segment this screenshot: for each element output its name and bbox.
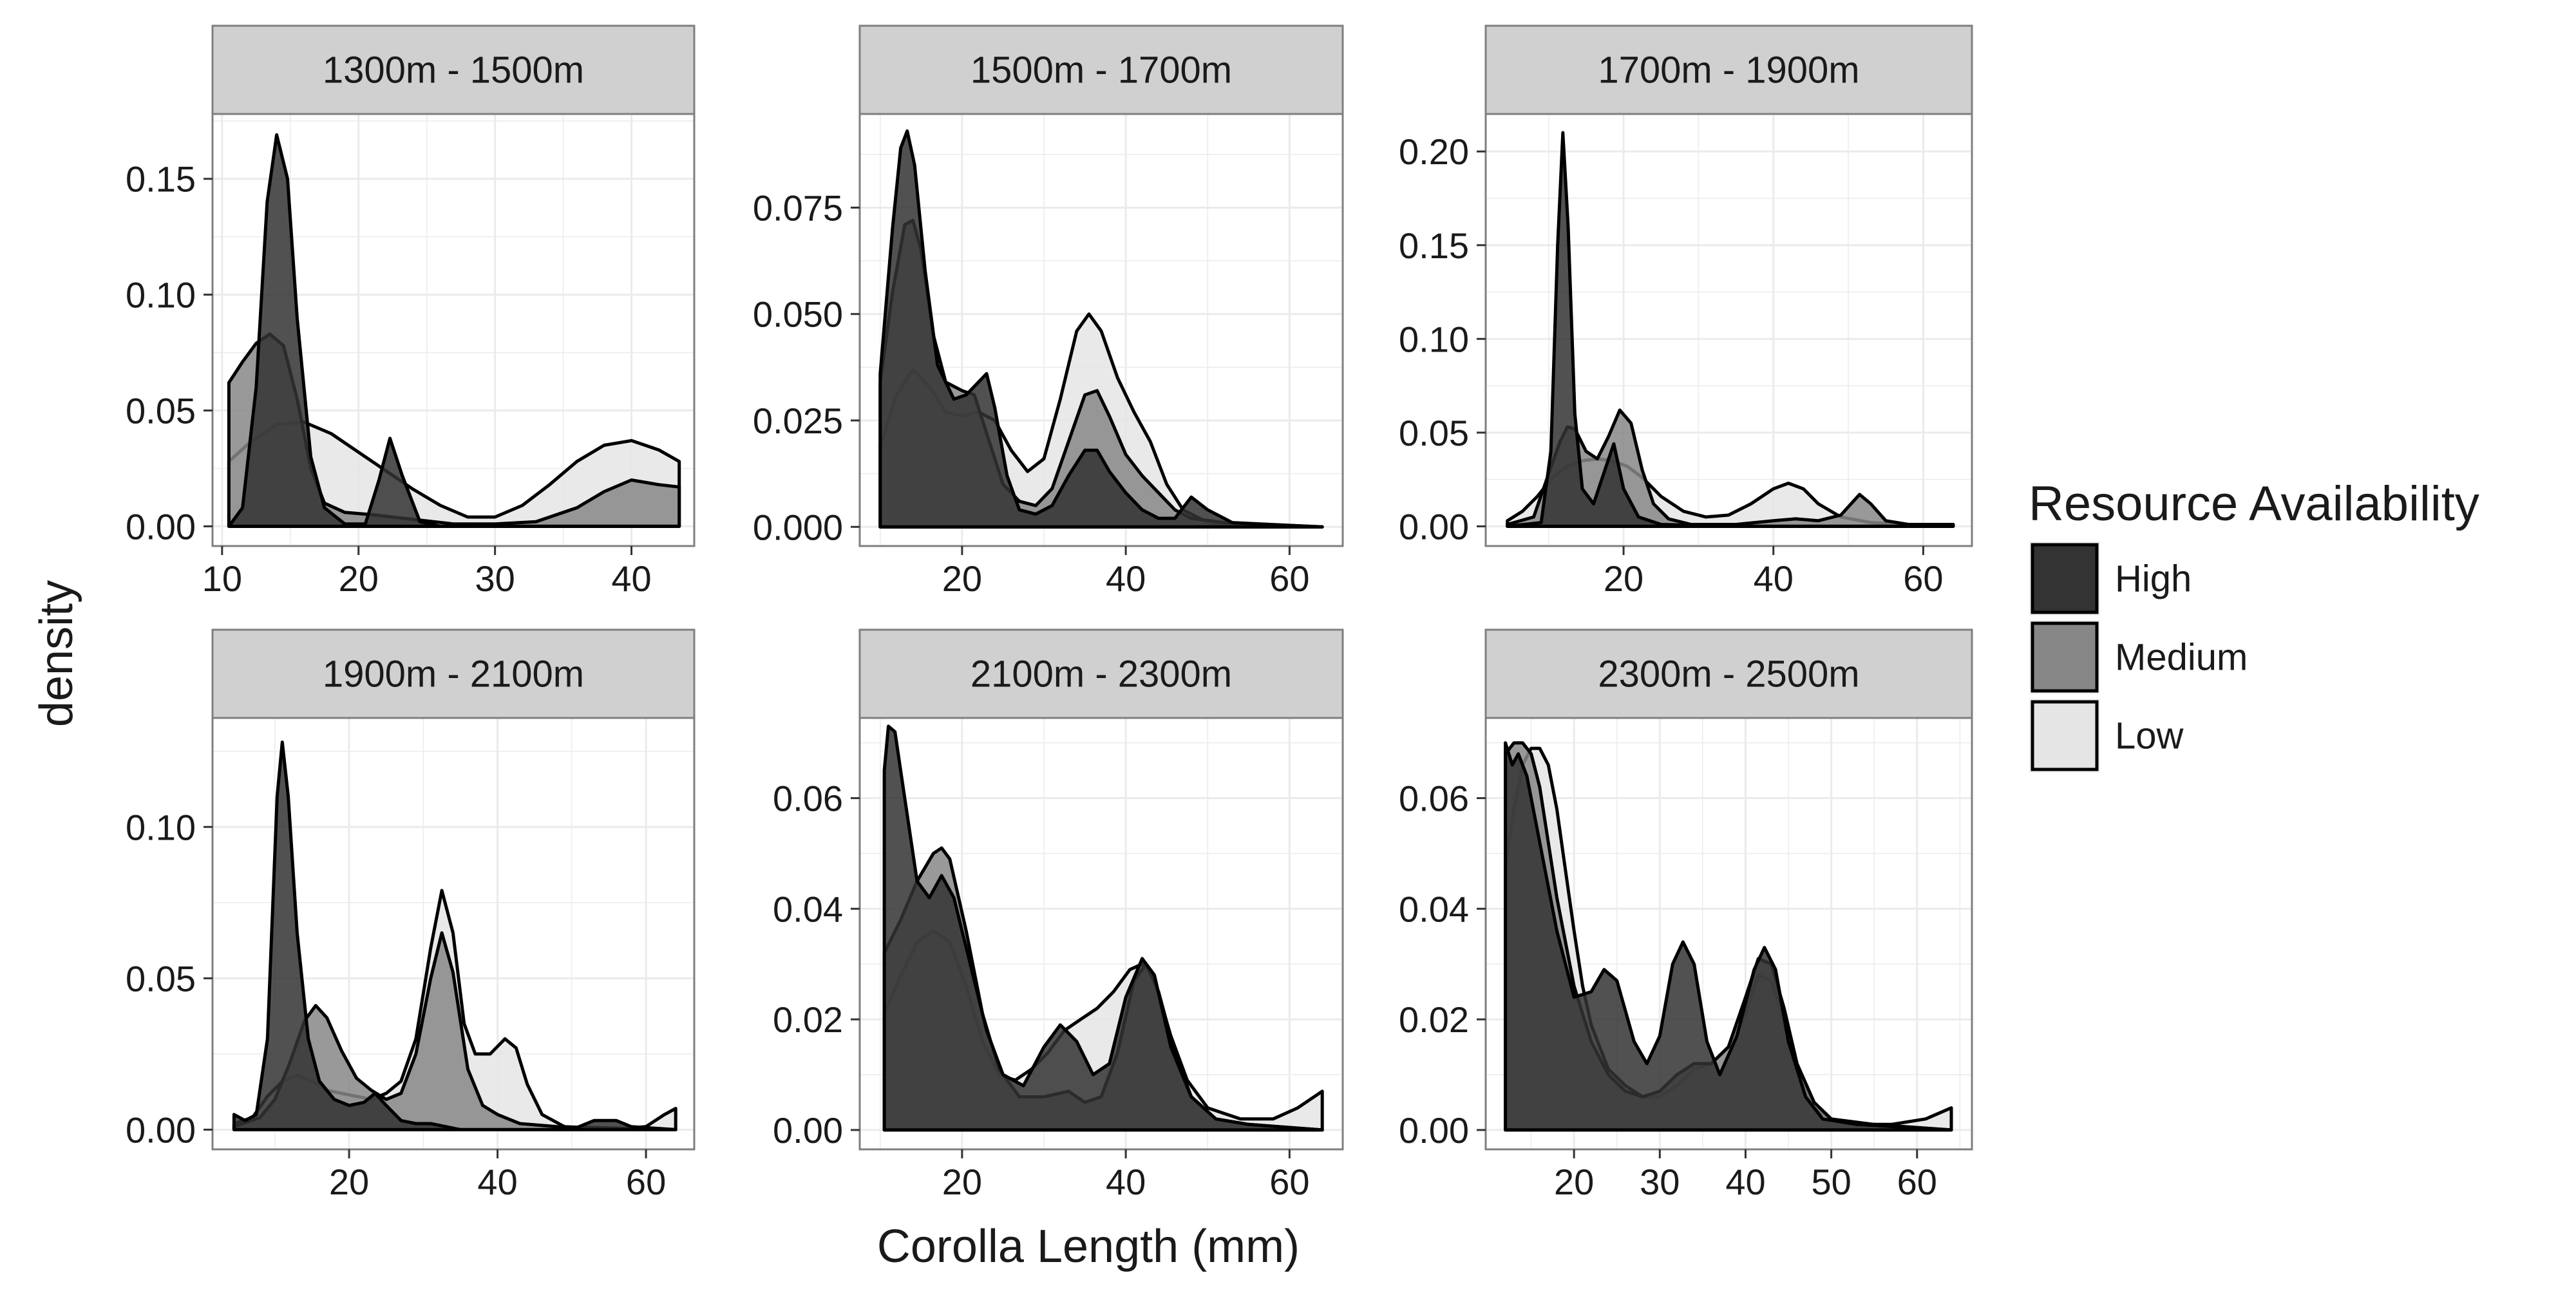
y-tick-label: 0.15 [1399,225,1469,266]
legend: Resource Availability High Medium Low [2028,476,2479,774]
facet-strip [1484,24,1973,115]
x-tick-label: 20 [942,1162,982,1202]
panel-3: 1700m - 1900m 20 40 60 0.00 0.05 0.10 0.15 0.20 [1399,24,1973,599]
y-tick-label: 0.10 [1399,319,1469,359]
facet-strip [858,628,1344,719]
y-tick-label: 0.05 [126,958,196,999]
panels-layer: 1300m - 1500m 10 20 30 40 0.00 0.05 0.10 0.15 150… [126,24,1973,1202]
x-tick-label: 60 [626,1162,666,1202]
x-tick-label: 60 [1897,1162,1937,1202]
y-tick-label: 0.05 [126,391,196,431]
facet-strip-label: 1300m - 1500m [323,50,584,91]
y-axis-title: density [31,580,82,727]
y-tick-label: 0.05 [1399,413,1469,453]
panel-border [1484,717,1973,1151]
x-axis-title: Corolla Length (mm) [877,1221,1300,1272]
y-tick-label: 0.10 [126,807,196,847]
legend-items: High Medium Low [2028,540,2248,774]
y-tick-label: 0.000 [753,507,843,547]
x-tick-label: 40 [611,558,651,599]
y-tick-label: 0.00 [773,1110,843,1151]
y-tick-label: 0.02 [773,999,843,1040]
facet-strip [858,24,1344,115]
panel-6: 2300m - 2500m 20 30 40 50 60 0.00 0.02 0.04 0.06 [1399,628,1973,1202]
legend-title: Resource Availability [2029,476,2479,531]
legend-key-high [2031,543,2099,614]
x-tick-label: 10 [202,558,242,599]
legend-label-high: High [2115,558,2192,600]
y-tick-label: 0.00 [1399,1110,1469,1151]
density-area-high [878,129,1324,529]
y-tick-label: 0.02 [1399,999,1469,1040]
panel-2: 1500m - 1700m 20 40 60 0.000 0.025 0.050 0.075 [753,24,1344,599]
facet-strip [211,24,696,115]
x-tick-label: 60 [1903,558,1943,599]
y-tick-label: 0.00 [126,1109,196,1150]
panel-border [858,113,1344,547]
x-tick-label: 20 [329,1162,369,1202]
density-area-high [1506,131,1955,528]
x-tick-label: 20 [942,558,982,599]
x-tick-label: 40 [1106,558,1146,599]
y-tick-label: 0.04 [773,889,843,929]
y-tick-label: 0.06 [773,778,843,819]
facet-strip-label: 1500m - 1700m [971,50,1232,91]
legend-label-low: Low [2115,715,2184,757]
x-tick-label: 20 [1554,1162,1594,1202]
x-tick-label: 20 [1604,558,1643,599]
facet-strip-label: 2300m - 2500m [1598,654,1859,695]
y-tick-label: 0.10 [126,275,196,316]
panel-4: 1900m - 2100m 20 40 60 0.00 0.05 0.10 [126,628,696,1202]
x-tick-label: 40 [1725,1162,1765,1202]
x-tick-label: 40 [477,1162,517,1202]
density-area-high [232,740,677,1131]
legend-label-medium: Medium [2115,637,2248,679]
y-tick-label: 0.025 [753,400,843,441]
y-tick-label: 0.050 [753,294,843,335]
panel-5: 2100m - 2300m 20 40 60 0.00 0.02 0.04 0.06 [773,628,1344,1202]
panel-border [211,113,696,547]
x-tick-label: 40 [1754,558,1794,599]
x-tick-label: 50 [1811,1162,1851,1202]
y-tick-label: 0.04 [1399,889,1469,929]
x-tick-label: 20 [339,558,379,599]
y-tick-label: 0.00 [126,506,196,547]
density-area-high [882,724,1324,1132]
legend-key-low [2031,700,2099,771]
facet-strip-label: 1900m - 2100m [323,654,584,695]
legend-key-medium [2031,621,2099,693]
y-tick-label: 0.00 [1399,506,1469,547]
y-tick-label: 0.15 [126,159,196,200]
x-tick-label: 30 [1640,1162,1680,1202]
x-tick-label: 30 [475,558,515,599]
facet-strip-label: 1700m - 1900m [1598,50,1859,91]
y-tick-label: 0.075 [753,187,843,228]
density-area-high [227,133,681,528]
y-tick-label: 0.20 [1399,131,1469,172]
panel-1: 1300m - 1500m 10 20 30 40 0.00 0.05 0.10 0.15 [126,24,696,599]
x-tick-label: 60 [1269,558,1309,599]
panel-border [858,717,1344,1151]
x-tick-label: 60 [1269,1162,1309,1202]
panel-border [211,717,696,1151]
facet-strip-label: 2100m - 2300m [971,654,1232,695]
facet-strip [1484,628,1973,719]
y-tick-label: 0.06 [1399,778,1469,819]
x-tick-label: 40 [1106,1162,1146,1202]
density-area-high [1504,741,1953,1132]
panel-border [1484,113,1973,547]
